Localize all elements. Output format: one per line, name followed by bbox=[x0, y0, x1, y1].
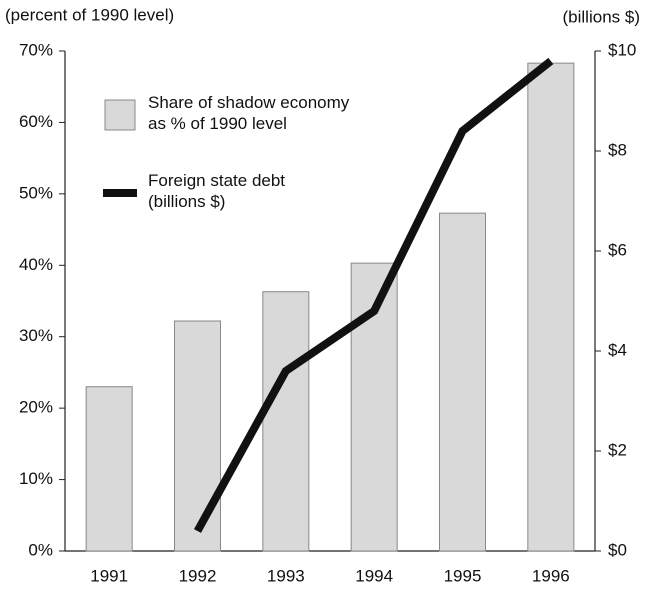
y2-tick-label: $2 bbox=[608, 440, 627, 459]
x-tick-label: 1993 bbox=[267, 566, 305, 585]
y-tick-label: 70% bbox=[19, 40, 53, 59]
y-tick-label: 0% bbox=[28, 540, 53, 559]
y-axis-label: (percent of 1990 level) bbox=[5, 5, 174, 24]
legend-swatch bbox=[104, 99, 136, 131]
y-tick-label: 40% bbox=[19, 255, 53, 274]
y2-tick-label: $4 bbox=[608, 340, 627, 359]
y2-axis-label: (billions $) bbox=[563, 7, 640, 26]
bar bbox=[527, 62, 575, 552]
line bbox=[193, 57, 554, 533]
x-tick-label: 1994 bbox=[355, 566, 393, 585]
legend-label: Share of shadow economy as % of 1990 lev… bbox=[148, 93, 350, 133]
x-tick-label: 1991 bbox=[90, 566, 128, 585]
y2-tick-label: $8 bbox=[608, 140, 627, 159]
x-tick-label: 1996 bbox=[532, 566, 570, 585]
x-tick-label: 1995 bbox=[444, 566, 482, 585]
y-tick-label: 30% bbox=[19, 326, 53, 345]
y2-tick-label: $10 bbox=[608, 40, 636, 59]
x-tick-label: 1992 bbox=[179, 566, 217, 585]
y-tick-label: 20% bbox=[19, 398, 53, 417]
y-tick-label: 10% bbox=[19, 469, 53, 488]
y2-tick-label: $6 bbox=[608, 240, 627, 259]
bar bbox=[262, 291, 310, 552]
bar bbox=[85, 386, 133, 552]
bar bbox=[174, 320, 221, 552]
legend-label: Foreign state debt (billions $) bbox=[148, 171, 286, 211]
y2-tick-label: $0 bbox=[608, 540, 627, 559]
y-tick-label: 60% bbox=[19, 112, 53, 131]
y-tick-label: 50% bbox=[19, 183, 53, 202]
bar bbox=[439, 212, 486, 552]
